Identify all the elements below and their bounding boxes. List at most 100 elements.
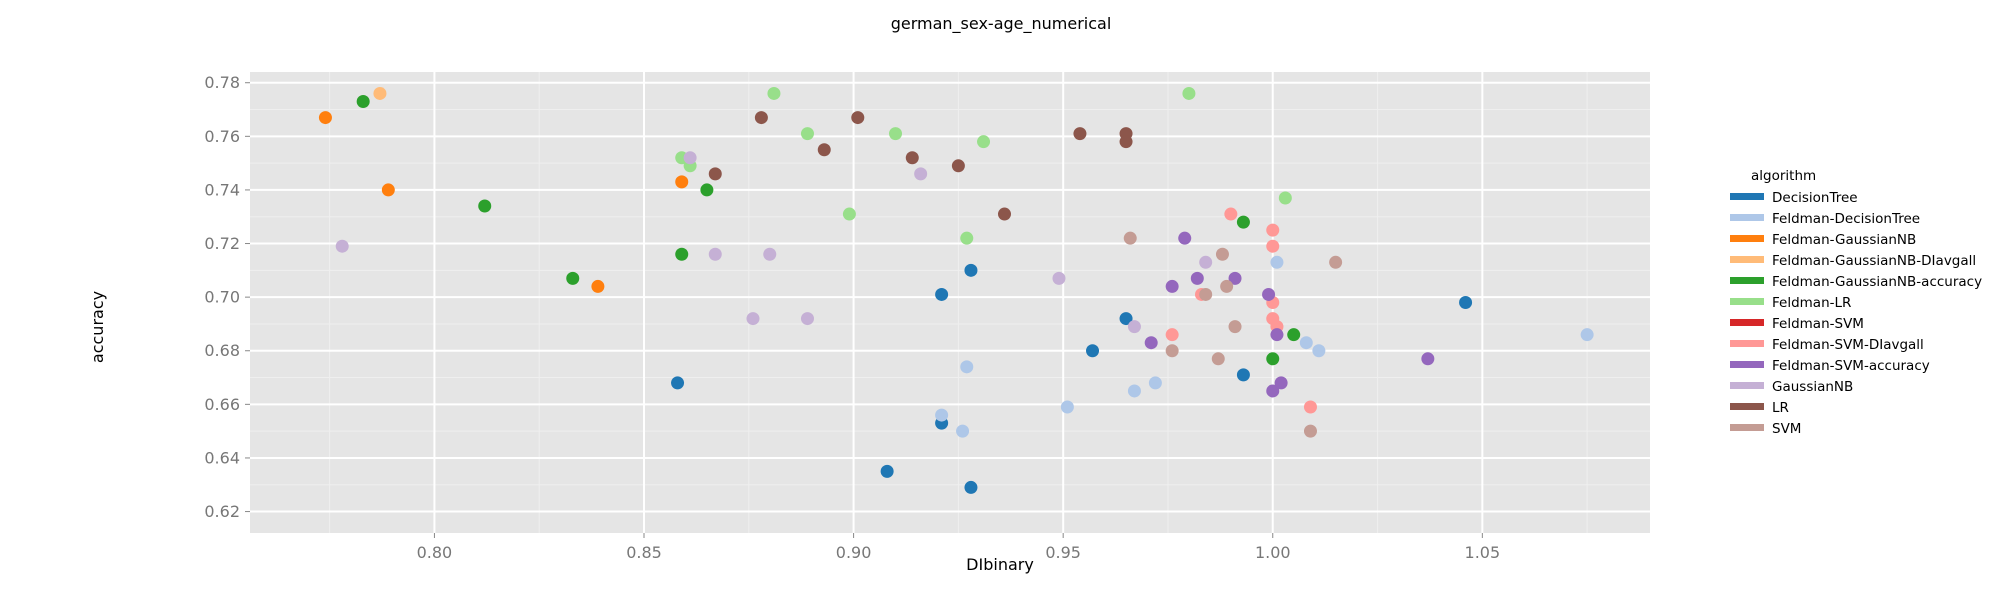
legend-label: DecisionTree [1772,190,1858,206]
x-tick-label: 0.80 [417,543,453,562]
data-point [683,151,697,165]
data-point [1266,384,1280,398]
data-point [1228,271,1242,285]
legend-label: SVM [1772,421,1801,437]
data-point [675,247,689,261]
x-tick-label: 0.95 [1045,543,1081,562]
data-point [1215,247,1229,261]
data-point [1270,328,1284,342]
legend-label: Feldman-GaussianNB-DIavgall [1772,253,1976,269]
legend-label: Feldman-SVM-DIavgall [1772,337,1924,353]
data-point [767,86,781,100]
data-point [905,151,919,165]
x-tick-label: 1.00 [1255,543,1291,562]
data-point [997,207,1011,221]
y-tick-label: 0.76 [204,127,240,146]
data-point [817,143,831,157]
data-point [746,312,760,326]
data-point [960,231,974,245]
x-axis-ticks: 0.80 0.85 0.90 0.95 1.00 1.05 [417,533,1501,562]
data-point [1262,287,1276,301]
data-point [1274,376,1288,390]
data-point [671,376,685,390]
data-point [956,424,970,438]
data-point [754,111,768,125]
data-point [1287,328,1301,342]
legend-label: Feldman-SVM [1772,316,1864,332]
data-points [318,86,1594,494]
data-point [373,86,387,100]
data-point [591,279,605,293]
data-point [842,207,856,221]
data-point [1236,368,1250,382]
data-point [318,111,332,125]
legend-label: Feldman-DecisionTree [1772,211,1920,227]
legend-swatch [1730,403,1764,410]
data-point [1144,336,1158,350]
legend-swatch [1730,361,1764,368]
data-point [1165,328,1179,342]
data-point [763,247,777,261]
data-point [1299,336,1313,350]
data-point [914,167,928,181]
legend-swatch [1730,256,1764,263]
x-tick-label: 0.90 [836,543,872,562]
data-point [1329,255,1343,269]
data-point [335,239,349,253]
data-point [964,480,978,494]
legend-label: Feldman-GaussianNB-accuracy [1772,274,1982,290]
data-point [675,175,689,189]
plot-background [250,72,1650,533]
data-point [1199,287,1213,301]
legend-items: DecisionTree Feldman-DecisionTree Feldman-… [1730,190,1982,437]
data-point [1165,344,1179,358]
data-point [1266,223,1280,237]
y-tick-label: 0.72 [204,234,240,253]
x-tick-label: 1.05 [1465,543,1501,562]
legend-swatch [1730,319,1764,326]
data-point [1123,231,1137,245]
data-point [851,111,865,125]
data-point [1052,271,1066,285]
legend-swatch [1730,382,1764,389]
data-point [1421,352,1435,366]
data-point [1303,424,1317,438]
legend-label: Feldman-GaussianNB [1772,232,1916,248]
legend-swatch [1730,277,1764,284]
data-point [1266,352,1280,366]
data-point [708,247,722,261]
data-point [935,408,949,422]
y-tick-label: 0.74 [204,180,240,199]
data-point [1211,352,1225,366]
legend-label: Feldman-SVM-accuracy [1772,358,1930,374]
x-tick-label: 0.85 [626,543,662,562]
legend-label: Feldman-LR [1772,295,1851,311]
data-point [356,94,370,108]
legend-label: GaussianNB [1772,379,1853,395]
data-point [1312,344,1326,358]
data-point [800,312,814,326]
y-tick-label: 0.78 [204,73,240,92]
legend-label: LR [1772,400,1789,416]
data-point [1228,320,1242,334]
legend-swatch [1730,193,1764,200]
y-axis-ticks: 0.62 0.64 0.66 0.68 0.70 0.72 0.74 0.76 0.78 [204,73,250,521]
data-point [1060,400,1074,414]
data-point [880,464,894,478]
data-point [1119,312,1133,326]
data-point [1270,255,1284,269]
data-point [1127,384,1141,398]
data-point [1220,279,1234,293]
data-point [1580,328,1594,342]
data-point [1127,320,1141,334]
data-point [1199,255,1213,269]
data-point [964,263,978,277]
y-tick-label: 0.64 [204,448,240,467]
legend: algorithm DecisionTree Feldman-DecisionTr… [1730,168,1982,437]
legend-swatch [1730,424,1764,431]
y-tick-label: 0.66 [204,395,240,414]
y-tick-label: 0.62 [204,502,240,521]
data-point [566,271,580,285]
data-point [1148,376,1162,390]
